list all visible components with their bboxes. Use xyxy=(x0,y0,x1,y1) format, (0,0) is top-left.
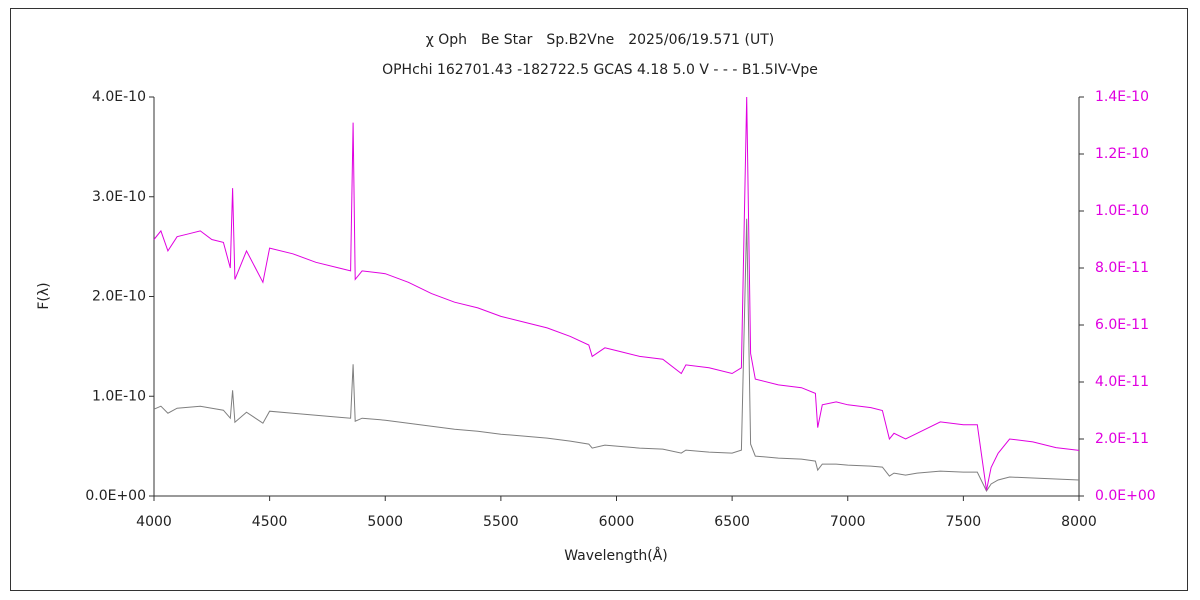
spectrum-line xyxy=(153,218,1080,493)
y2-tick-label: 1.0E-10 xyxy=(1095,203,1149,219)
y-tick-label: 2.0E-10 xyxy=(92,289,146,305)
x-tick-label: 5000 xyxy=(367,514,403,530)
y-axis-label: F(λ) xyxy=(36,282,52,309)
frame xyxy=(10,8,1188,591)
x-tick-label: 6500 xyxy=(714,514,750,530)
x-axis-label: Wavelength(Å) xyxy=(564,547,668,564)
y2-tick-label: 1.4E-10 xyxy=(1095,89,1149,105)
x-tick-label: 4000 xyxy=(136,514,172,530)
y2-tick-label: 8.0E-11 xyxy=(1095,260,1149,276)
y-tick-label: 0.0E+00 xyxy=(85,488,146,504)
chart-subtitle: OPHchi 162701.43 -182722.5 GCAS 4.18 5.0… xyxy=(382,62,818,78)
spectrum-line xyxy=(153,96,1080,491)
x-tick-label: 7500 xyxy=(946,514,982,530)
x-tick-label: 8000 xyxy=(1061,514,1097,530)
y-tick-label: 4.0E-10 xyxy=(92,89,146,105)
chart-title: χ Oph Be Star Sp.B2Vne 2025/06/19.571 (U… xyxy=(426,32,775,48)
x-tick-label: 4500 xyxy=(252,514,288,530)
y-tick-label: 3.0E-10 xyxy=(92,189,146,205)
x-tick-label: 6000 xyxy=(599,514,635,530)
y2-tick-label: 0.0E+00 xyxy=(1095,488,1156,504)
x-tick-label: 5500 xyxy=(483,514,519,530)
y2-tick-label: 6.0E-11 xyxy=(1095,317,1149,333)
x-tick-label: 7000 xyxy=(830,514,866,530)
y2-tick-label: 2.0E-11 xyxy=(1095,431,1149,447)
y-tick-label: 1.0E-10 xyxy=(92,388,146,404)
y2-tick-label: 4.0E-11 xyxy=(1095,374,1149,390)
y2-tick-label: 1.2E-10 xyxy=(1095,146,1149,162)
